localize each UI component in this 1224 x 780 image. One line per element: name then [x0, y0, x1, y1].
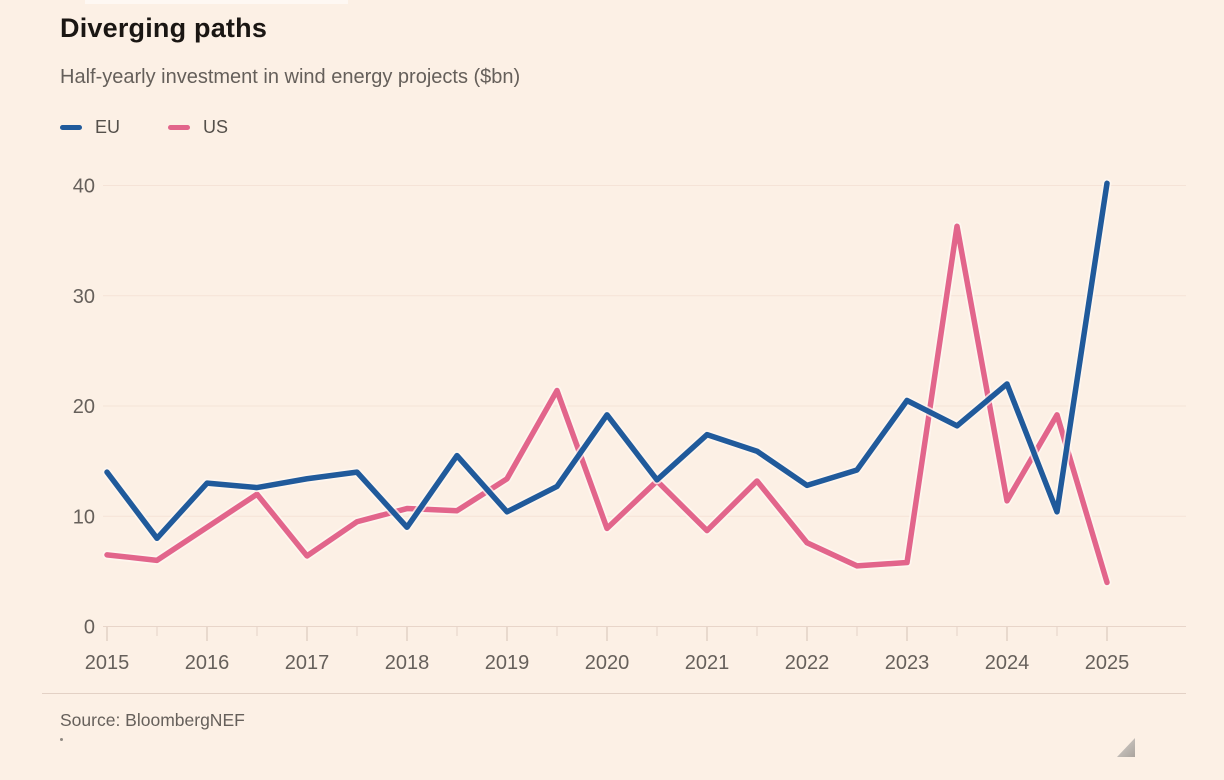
- y-axis-label-10: 10: [73, 506, 95, 528]
- y-axis-label-20: 20: [73, 396, 95, 418]
- chart-title: Diverging paths: [60, 13, 268, 43]
- x-axis-label-2019: 2019: [485, 652, 530, 674]
- x-axis-label-2018: 2018: [385, 652, 430, 674]
- y-axis-label-40: 40: [73, 176, 95, 198]
- x-axis-label-2024: 2024: [985, 652, 1030, 674]
- legend-swatch-eu: [60, 125, 82, 130]
- eu-line: [104, 180, 1110, 542]
- legend-label-us: US: [203, 117, 229, 137]
- us-line: [104, 223, 1110, 586]
- x-axis-label-2025: 2025: [1085, 652, 1130, 674]
- legend: EU US: [60, 117, 276, 138]
- x-axis-label-2022: 2022: [785, 652, 830, 674]
- y-axis-label-0: 0: [84, 617, 95, 639]
- y-axis-label-30: 30: [73, 286, 95, 308]
- source-text: Source: BloombergNEF: [60, 710, 245, 730]
- legend-item-us: US: [168, 117, 228, 138]
- legend-label-eu: EU: [95, 117, 121, 137]
- x-axis-label-2023: 2023: [885, 652, 930, 674]
- x-axis-label-2021: 2021: [685, 652, 730, 674]
- source-divider: [42, 693, 1186, 694]
- stray-dot: [60, 738, 63, 741]
- x-axis-label-2017: 2017: [285, 652, 330, 674]
- x-axis-label-2015: 2015: [85, 652, 130, 674]
- legend-item-eu: EU: [60, 117, 120, 138]
- legend-swatch-us: [168, 125, 191, 130]
- chart-subtitle: Half-yearly investment in wind energy pr…: [60, 66, 521, 88]
- top-edge-strip: [85, 0, 348, 4]
- x-axis-label-2020: 2020: [585, 652, 630, 674]
- x-axis-label-2016: 2016: [185, 652, 230, 674]
